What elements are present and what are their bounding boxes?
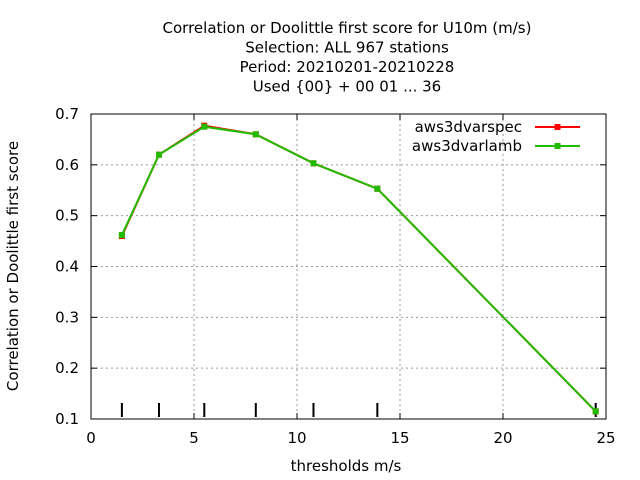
- title-line: Selection: ALL 967 stations: [245, 39, 449, 57]
- legend-marker: [554, 124, 561, 130]
- y-tick-label: 0.3: [55, 308, 79, 326]
- legend-marker: [554, 143, 561, 149]
- title-line: Correlation or Doolittle first score for…: [163, 19, 532, 37]
- y-tick-label: 0.7: [55, 105, 79, 123]
- data-point: [155, 151, 162, 158]
- title-line: Period: 20210201-20210228: [240, 58, 455, 76]
- x-axis-label: thresholds m/s: [291, 457, 402, 475]
- y-tick-label: 0.4: [55, 258, 79, 276]
- x-tick-label: 0: [86, 429, 96, 447]
- data-point: [201, 123, 208, 130]
- x-tick-label: 25: [596, 429, 615, 447]
- data-point: [592, 408, 599, 415]
- data-point: [310, 160, 317, 167]
- series-line-aws3dvarlamb: [120, 125, 597, 413]
- plot-frame: [90, 113, 607, 420]
- y-tick-label: 0.5: [55, 207, 79, 225]
- x-tick-label: 5: [189, 429, 199, 447]
- axis-ticks: 0 5 10 15 20 25 0.1 0.2 0.3 0.4 0.5 0.6 0.7: [55, 105, 615, 447]
- x-tick-label: 10: [287, 429, 306, 447]
- data-point: [374, 185, 381, 192]
- y-tick-label: 0.1: [55, 410, 79, 428]
- legend-label: aws3dvarlamb: [412, 137, 522, 155]
- legend-label: aws3dvarspec: [415, 118, 522, 136]
- x-tick-label: 15: [390, 429, 409, 447]
- chart-title: Correlation or Doolittle first score for…: [163, 19, 532, 96]
- x-tick-label: 20: [493, 429, 512, 447]
- y-tick-label: 0.2: [55, 359, 79, 377]
- grid: [91, 114, 606, 419]
- y-tick-label: 0.6: [55, 156, 79, 174]
- data-point: [118, 231, 125, 238]
- title-line: Used {00} + 00 01 ... 36: [253, 78, 441, 96]
- threshold-markers: [120, 403, 597, 417]
- series-lines: [118, 122, 599, 415]
- y-axis-label: Correlation or Doolittle first score: [4, 141, 22, 391]
- data-point: [252, 131, 259, 138]
